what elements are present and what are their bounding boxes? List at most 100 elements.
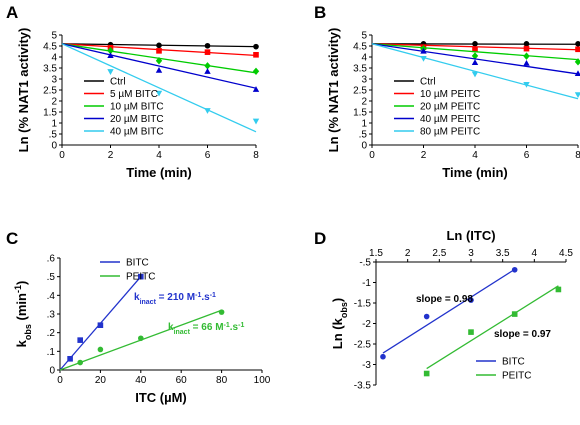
- annotation-part: inact: [174, 329, 191, 336]
- x-tick-label: 8: [575, 150, 580, 161]
- legend-label: BITC: [502, 357, 525, 368]
- y-tick-label: .4: [47, 291, 56, 302]
- y-axis-label: Ln (% NAT1 activity): [16, 28, 31, 153]
- data-point: [98, 347, 104, 353]
- series-1: [60, 274, 144, 370]
- data-point: [468, 329, 474, 335]
- x-tick-label: 2: [421, 150, 427, 161]
- annotation-part: inact: [140, 299, 157, 306]
- series-2: [60, 309, 224, 370]
- data-point: [204, 68, 210, 74]
- x-tick-label: 4: [532, 248, 538, 259]
- panel-letter: A: [6, 3, 18, 22]
- y-tick-label: .5: [359, 130, 368, 141]
- data-point: [253, 52, 259, 58]
- x-tick-label: 4.5: [559, 248, 573, 259]
- axes: [373, 259, 566, 385]
- data-point: [472, 59, 478, 65]
- legend-label: PEITC: [126, 272, 155, 283]
- x-tick-label: 6: [205, 150, 211, 161]
- data-point: [253, 68, 259, 75]
- y-tick-label: -1.5: [354, 299, 372, 310]
- x-tick-label: 80: [216, 375, 228, 386]
- data-point: [205, 49, 211, 55]
- y-tick-label: 1: [361, 119, 367, 130]
- data-point: [575, 47, 580, 53]
- y-tick-label: .1: [47, 347, 56, 358]
- x-tick-label: 2: [108, 150, 114, 161]
- data-point: [98, 322, 104, 328]
- y-tick-label: 5: [51, 31, 57, 42]
- data-point: [253, 44, 259, 50]
- legend-label: Ctrl: [420, 77, 436, 88]
- data-point: [107, 69, 113, 75]
- legend-label: 40 µM PEITC: [420, 114, 480, 125]
- y-axis-label-part: obs: [23, 324, 33, 340]
- x-tick-label: 6: [524, 150, 530, 161]
- y-tick-label: 3.5: [43, 64, 57, 75]
- annotation-part: = 210 M: [156, 292, 195, 303]
- data-point: [253, 119, 259, 125]
- x-axis-label: Time (min): [126, 165, 192, 180]
- y-tick-label: -3: [362, 360, 371, 371]
- y-tick-label: -2: [362, 319, 371, 330]
- x-tick-label: 0: [369, 150, 375, 161]
- annotation: slope = 0.97: [494, 329, 551, 340]
- y-tick-label: .6: [47, 254, 56, 265]
- y-tick-label: 1.5: [43, 108, 57, 119]
- legend-label: 20 µM BITC: [110, 114, 164, 125]
- y-tick-label: .5: [49, 130, 58, 141]
- data-point: [380, 354, 386, 360]
- y-tick-label: 1: [51, 119, 57, 130]
- annotation: slope = 0.98: [416, 294, 473, 305]
- legend-label: 40 µM BITC: [110, 127, 164, 138]
- data-point: [253, 86, 259, 92]
- data-point: [156, 43, 162, 49]
- annotation: kinact = 210 M-1.s-1: [134, 292, 216, 306]
- data-point: [524, 46, 530, 52]
- data-point: [424, 371, 430, 377]
- y-tick-label: 3.5: [353, 64, 367, 75]
- data-point: [556, 287, 562, 293]
- annotation-part: -1: [238, 322, 244, 329]
- x-axis-label: ITC (µM): [135, 390, 187, 405]
- y-tick-label: 2: [51, 97, 57, 108]
- data-point: [77, 360, 83, 366]
- y-tick-label: 4: [51, 53, 57, 64]
- legend-label: 20 µM PEITC: [420, 102, 480, 113]
- x-tick-label: 3.5: [496, 248, 510, 259]
- data-point: [512, 267, 518, 273]
- annotation-part: = 66 M: [190, 322, 224, 333]
- data-point: [575, 41, 580, 47]
- legend-label: 5 µM BITC: [110, 89, 158, 100]
- x-tick-label: 8: [253, 150, 259, 161]
- legend-label: Ctrl: [110, 77, 126, 88]
- y-axis-label: Ln (kobs): [330, 298, 349, 349]
- y-tick-label: 4: [361, 53, 367, 64]
- y-tick-label: 1.5: [353, 108, 367, 119]
- data-point: [67, 356, 73, 362]
- data-point: [512, 311, 518, 317]
- x-tick-label: 0: [59, 150, 65, 161]
- x-tick-label: 4: [472, 150, 478, 161]
- series-1: [380, 267, 517, 360]
- y-tick-label: 4.5: [353, 42, 367, 53]
- legend-label: 80 µM PEITC: [420, 127, 480, 138]
- y-axis-label: Ln (% NAT1 activity): [326, 28, 341, 153]
- y-tick-label: 3: [361, 75, 367, 86]
- annotation: kinact = 66 M-1.s-1: [168, 322, 244, 336]
- data-point: [523, 60, 529, 66]
- y-axis-label-part: obs: [339, 302, 349, 318]
- y-axis-label-part: ): [14, 281, 29, 285]
- y-axis-label-part: ): [330, 298, 345, 302]
- y-axis-label-part: (min: [14, 293, 29, 324]
- x-tick-label: 2.5: [432, 248, 446, 259]
